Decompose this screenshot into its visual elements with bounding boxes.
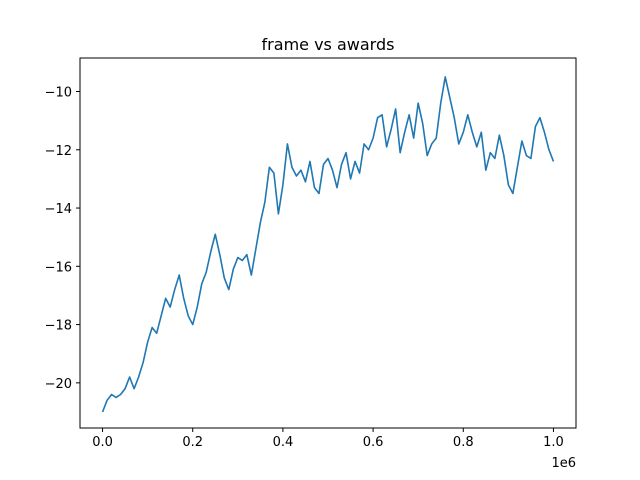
x-tick-label: 1.0 <box>543 435 564 450</box>
y-tick-label: −14 <box>45 202 72 217</box>
plot-area <box>101 76 555 413</box>
series-line-0 <box>101 76 555 413</box>
x-tick-label: 0.8 <box>453 435 474 450</box>
x-tick-label: 0.4 <box>273 435 294 450</box>
y-tick-label: −18 <box>45 319 72 334</box>
x-tick-label: 0.6 <box>363 435 384 450</box>
y-tick-label: −12 <box>45 144 72 159</box>
y-tick-label: −20 <box>45 377 72 392</box>
x-tick-label: 0.2 <box>182 435 203 450</box>
axes: 0.0 0.2 0.4 0.6 0.8 1.0 −20 −18 −16 −14 −12 −10 <box>45 57 577 450</box>
y-tick-label: −16 <box>45 260 72 275</box>
chart-title: frame vs awards <box>262 35 395 54</box>
y-tick-label: −10 <box>45 86 72 101</box>
x-tick-label: 0.0 <box>92 435 113 450</box>
x-axis-offset-label: 1e6 <box>551 456 576 471</box>
axes-frame <box>79 57 577 429</box>
